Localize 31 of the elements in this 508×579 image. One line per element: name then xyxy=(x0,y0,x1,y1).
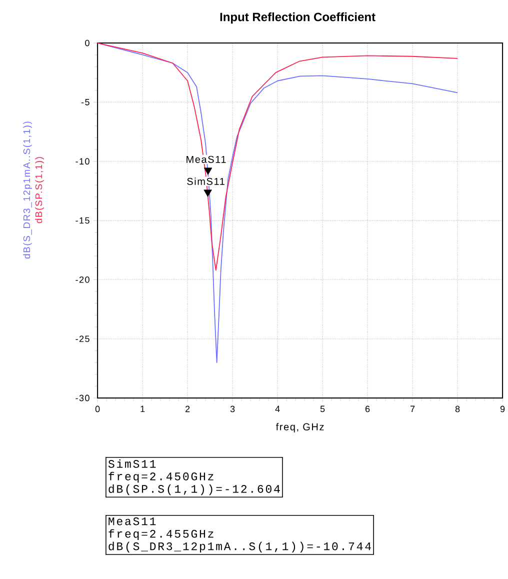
y-tick-label: -15 xyxy=(76,217,90,224)
text: dB(SP.S(1,1)) xyxy=(34,157,44,224)
x-tick-label: 0 xyxy=(95,406,100,412)
text: MeaS11 xyxy=(108,517,156,526)
x-axis-title: freq, GHz xyxy=(276,423,324,432)
line-series xyxy=(96,42,458,271)
text: freq=2.450GHz xyxy=(108,472,214,483)
x-tick-label: 3 xyxy=(230,406,234,412)
x-tick-label: 4 xyxy=(275,406,280,412)
annotation: SimS11 xyxy=(186,178,224,185)
y-tick-label: -25 xyxy=(76,336,90,342)
x-tick-label: 8 xyxy=(455,406,460,412)
x-tick-label: 2 xyxy=(185,406,190,412)
y-tick-label: -10 xyxy=(76,158,90,165)
y-tick-label: 0 xyxy=(84,40,90,46)
text: dB(S_DR3_12p1mA..S(1,1))=-10.744 xyxy=(108,542,371,552)
x-tick-label: 7 xyxy=(410,406,414,412)
y-tick-label: -30 xyxy=(76,394,90,402)
text: SimS11 xyxy=(108,459,156,468)
text: dB(SP.S(1,1))=-12.604 xyxy=(108,484,280,496)
line-series xyxy=(96,42,458,363)
text: dB(S_DR3_12p1mA..S(1,1)) xyxy=(22,122,32,259)
y-tick-label: -5 xyxy=(81,99,90,106)
x-tick-label: 1 xyxy=(140,406,144,412)
x-tick-label: 9 xyxy=(500,406,504,412)
chart-title: Input Reflection Coefficient xyxy=(220,12,376,24)
y-tick-label: -20 xyxy=(76,276,90,283)
x-tick-label: 6 xyxy=(365,406,370,412)
text: freq=2.455GHz xyxy=(108,529,214,540)
annotation: MeaS11 xyxy=(186,156,226,163)
x-tick-label: 5 xyxy=(320,406,324,412)
